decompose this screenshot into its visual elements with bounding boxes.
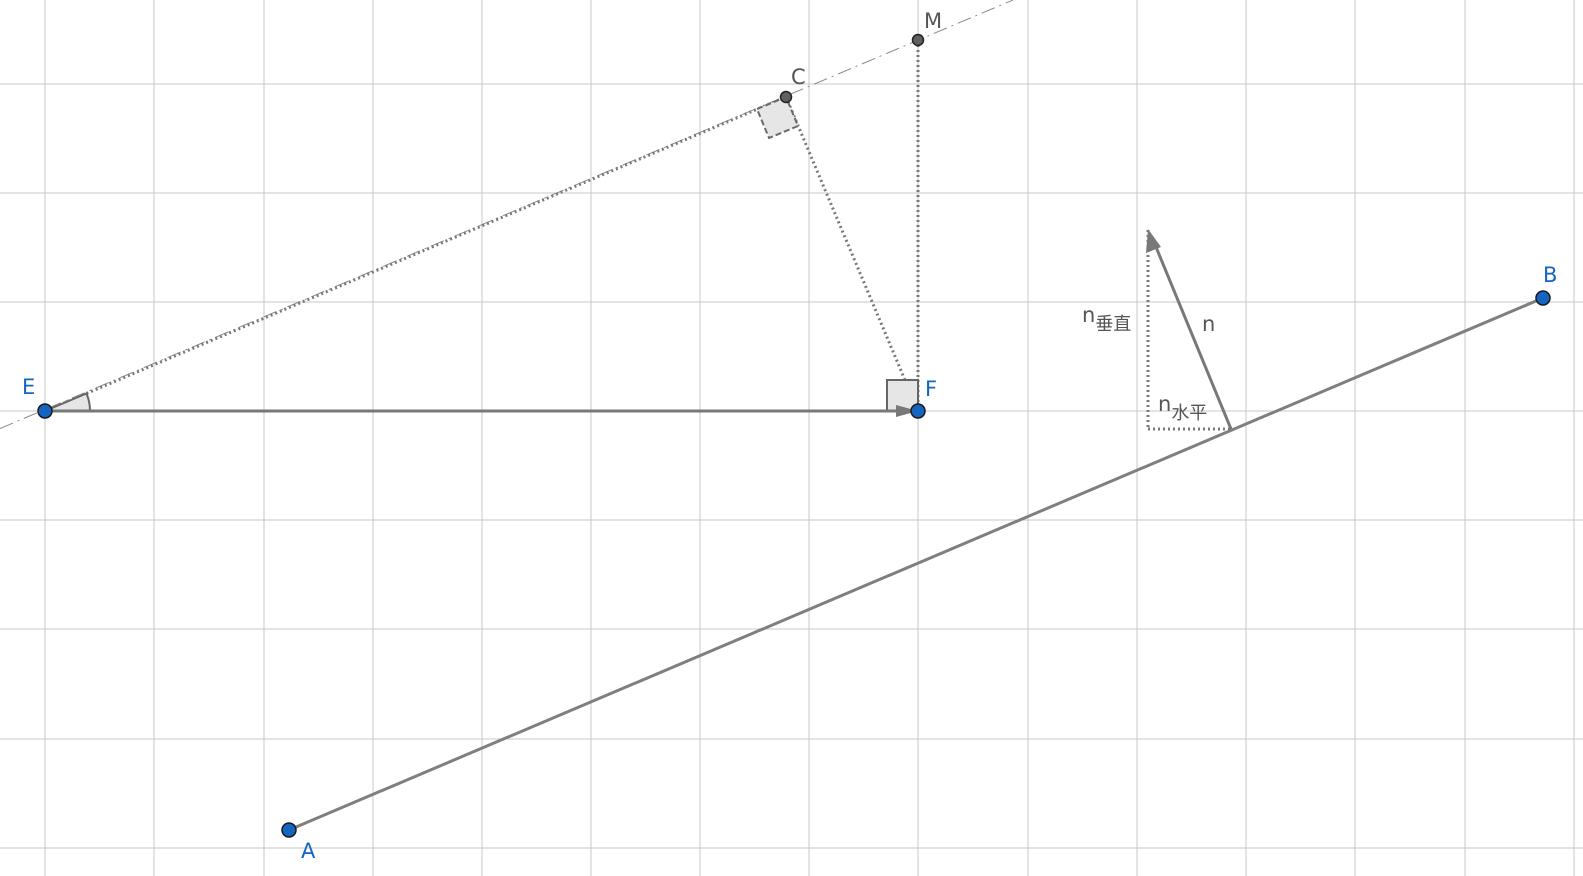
vector-n-arrowhead (1146, 229, 1161, 253)
vector-e-f-arrowhead (896, 405, 918, 417)
point-m-label: M (924, 9, 942, 33)
segment-c-f[interactable] (784, 96, 920, 412)
point-f[interactable] (910, 403, 926, 419)
point-m[interactable] (911, 33, 925, 47)
point-a-label: A (301, 839, 316, 863)
vector-n[interactable] (1154, 246, 1233, 430)
point-c[interactable] (779, 90, 793, 104)
n-vertical-label-base: n (1082, 303, 1095, 327)
n-horizontal-label-base: n (1158, 392, 1171, 416)
point-f-label: F (925, 377, 937, 401)
segment-a-b[interactable] (288, 296, 1544, 832)
point-a[interactable] (281, 822, 297, 838)
point-b[interactable] (1535, 290, 1551, 306)
n-horizontal-label: n水平 (1158, 392, 1207, 424)
right-angle-marker-c (755, 95, 800, 140)
point-e-label: E (22, 375, 35, 399)
segment-e-c[interactable] (44, 95, 787, 413)
point-e[interactable] (37, 403, 53, 419)
n-horizontal-label-sub: 水平 (1171, 403, 1207, 424)
point-b-label: B (1543, 263, 1557, 287)
n-vertical-label-sub: 垂直 (1095, 314, 1131, 335)
n-vertical-label: n垂直 (1082, 303, 1131, 335)
point-c-label: C (791, 65, 806, 89)
vector-n-label: n (1202, 312, 1215, 336)
